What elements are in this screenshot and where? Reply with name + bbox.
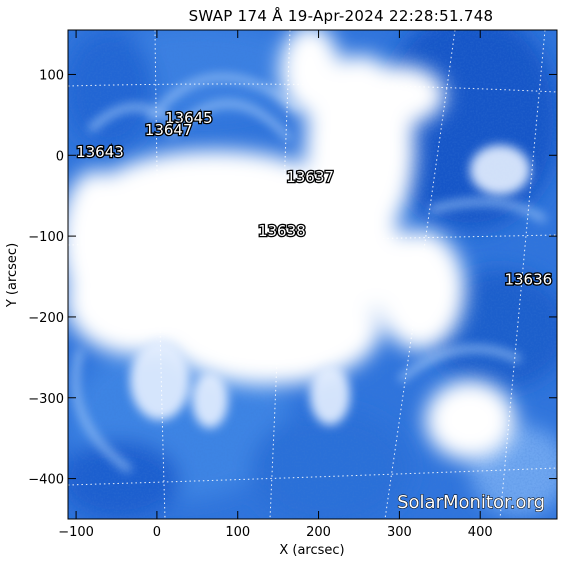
- region-label-13636: 13636: [504, 271, 552, 289]
- y-tick-label: −300: [28, 392, 64, 407]
- region-label-13638: 13638: [258, 222, 306, 240]
- x-tick-label: −100: [58, 525, 94, 540]
- solarmonitor-watermark: SolarMonitor.org: [397, 492, 545, 513]
- x-tick-label: 400: [468, 525, 493, 540]
- y-axis-ticks: 100 0 −100 −200 −300 −400: [28, 68, 557, 488]
- x-tick-label: 0: [153, 525, 161, 540]
- region-label-13643: 13643: [76, 143, 124, 161]
- x-axis-ticks: −100 0 100 200 300 400: [58, 30, 493, 540]
- region-label-13647: 13647: [145, 121, 193, 139]
- y-tick-label: −400: [28, 473, 64, 488]
- plot-frame: [67, 29, 558, 520]
- region-label-13637: 13637: [286, 168, 334, 186]
- y-tick-label: 0: [56, 149, 64, 164]
- y-axis-label: Y (arcsec): [5, 243, 20, 308]
- y-tick-label: 100: [39, 68, 64, 83]
- x-tick-label: 300: [387, 525, 412, 540]
- heliographic-grid: [68, 30, 557, 519]
- x-tick-label: 100: [225, 525, 250, 540]
- region-label-13645: 13645: [165, 109, 213, 127]
- x-tick-label: 200: [306, 525, 331, 540]
- y-tick-label: −100: [28, 230, 64, 245]
- figure-title: SWAP 174 Å 19-Apr-2024 22:28:51.748: [189, 6, 494, 25]
- y-tick-label: −200: [28, 311, 64, 326]
- x-axis-label: X (arcsec): [279, 543, 344, 558]
- euv-image: [68, 30, 557, 519]
